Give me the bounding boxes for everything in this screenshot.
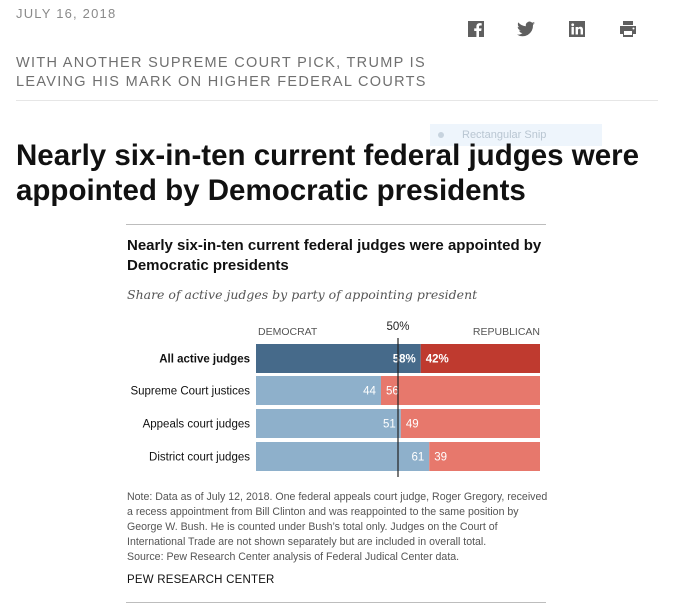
republican-value-label: 39 — [434, 452, 447, 464]
chart-top-divider — [126, 224, 546, 225]
header-divider — [16, 100, 658, 101]
linkedin-share-button[interactable] — [565, 18, 589, 40]
snip-dot-icon — [438, 132, 444, 138]
democrat-value-label: 61 — [411, 452, 424, 464]
brand-label: PEW RESEARCH CENTER — [127, 574, 275, 586]
category-label: Appeals court judges — [143, 419, 251, 431]
republican-value-label: 56 — [386, 386, 399, 398]
category-label: All active judges — [159, 354, 250, 366]
print-icon — [620, 21, 636, 37]
democrat-value-label: 44 — [363, 386, 376, 398]
category-label: Supreme Court justices — [130, 386, 250, 398]
chart-source: Source: Pew Research Center analysis of … — [127, 551, 460, 563]
article-date: JULY 16, 2018 — [16, 6, 117, 21]
democrat-value-label: 51 — [383, 419, 396, 431]
republican-bar — [380, 376, 540, 405]
democrat-value-label: 58% — [393, 354, 416, 366]
democrat-bar — [256, 344, 421, 373]
democrat-bar — [256, 442, 430, 471]
chart-title: Nearly six-in-ten current federal judges… — [127, 237, 542, 274]
article-kicker: WITH ANOTHER SUPREME COURT PICK, TRUMP I… — [16, 55, 427, 90]
legend-republican: REPUBLICAN — [473, 326, 540, 338]
chart-subtitle: Share of active judges by party of appoi… — [127, 287, 478, 302]
twitter-icon — [517, 21, 535, 37]
republican-value-label: 49 — [406, 419, 419, 431]
linkedin-icon — [569, 21, 585, 37]
bar-chart: DEMOCRAT REPUBLICAN 50% All active judges 58… — [130, 321, 540, 477]
facebook-icon — [468, 21, 484, 37]
republican-bar — [429, 442, 540, 471]
democrat-bar — [256, 409, 401, 438]
category-label: District court judges — [149, 452, 250, 464]
chart-bottom-divider — [126, 602, 546, 603]
twitter-share-button[interactable] — [514, 18, 538, 40]
chart-note: Note: Data as of July 12, 2018. One fede… — [127, 490, 552, 565]
reference-line-label: 50% — [386, 321, 409, 333]
chart-note-text: Note: Data as of July 12, 2018. One fede… — [127, 491, 548, 548]
snip-label: Rectangular Snip — [462, 129, 547, 141]
republican-bar — [400, 409, 540, 438]
legend-democrat: DEMOCRAT — [258, 326, 318, 338]
snip-tool-overlay: Rectangular Snip — [430, 124, 602, 146]
democrat-bar — [256, 376, 381, 405]
republican-value-label: 42% — [426, 354, 449, 366]
print-button[interactable] — [616, 18, 640, 40]
article-headline: Nearly six-in-ten current federal judges… — [16, 139, 639, 207]
republican-bar — [420, 344, 540, 373]
facebook-share-button[interactable] — [464, 18, 488, 40]
